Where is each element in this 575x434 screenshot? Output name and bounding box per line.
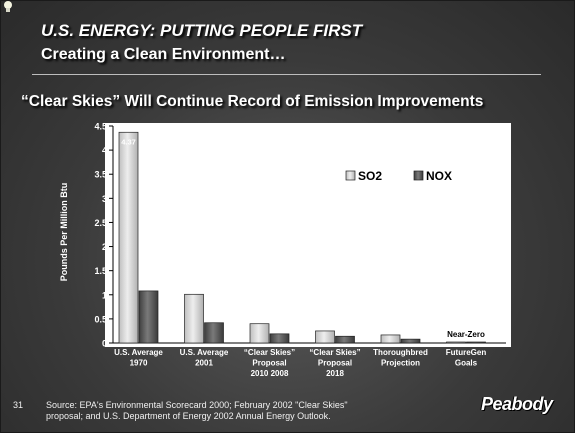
x-tick-label: “Clear Skies” (244, 348, 295, 357)
y-tick-label: 1 (102, 290, 107, 300)
nox-bar (466, 341, 486, 344)
y-tick-label: 4.5 (94, 122, 107, 132)
x-tick-label: “Clear Skies” (309, 348, 360, 357)
y-tick-label: 1.5 (94, 266, 107, 276)
so2-bar (315, 330, 335, 344)
legend-swatch (345, 170, 356, 181)
nox-bar (400, 338, 421, 344)
annotation-label: Near-Zero (447, 330, 485, 339)
nox-bar (269, 333, 290, 344)
data-label: 0.08 (403, 328, 418, 337)
x-tick-label: 1970 (130, 359, 148, 368)
data-label: 0.40 (252, 313, 267, 322)
source-note: Source: EPA's Environmental Scorecard 20… (46, 400, 348, 421)
y-tick-label: 4 (102, 146, 107, 156)
title-divider (32, 74, 541, 75)
data-label: 0.167 (381, 324, 400, 333)
x-tick-label: U.S. Average (180, 348, 229, 357)
data-label: 4.37 (121, 137, 136, 146)
x-tick-label: Projection (381, 359, 420, 368)
y-tick-label: 2.5 (94, 218, 107, 228)
so2-bar (249, 323, 270, 344)
x-tick-label: FutureGen (446, 348, 487, 357)
legend-label: SO2 (358, 169, 382, 183)
legend-swatch (413, 170, 424, 181)
data-label: 0.42 (207, 312, 222, 321)
data-label: 0.25 (318, 320, 333, 329)
data-label: 0.19 (272, 323, 287, 332)
x-tick-label: Proposal (318, 359, 352, 368)
nox-bar (204, 322, 224, 344)
y-tick-label: 0.5 (94, 314, 107, 324)
plot-area (105, 123, 511, 347)
y-tick-label: 3 (102, 194, 107, 204)
legend-label: NOX (426, 169, 452, 183)
x-tick-label: U.S. Average (114, 348, 163, 357)
nox-bar (138, 290, 159, 344)
x-tick-label: 2010 2008 (251, 369, 289, 378)
so2-bar (118, 131, 139, 344)
lightbulb-icon (4, 1, 12, 12)
so2-bar (380, 334, 401, 344)
y-tick-label: 0 (102, 339, 107, 349)
y-tick-label: 3.5 (94, 170, 107, 180)
data-label: 1.08 (141, 280, 156, 289)
so2-bar (184, 293, 204, 344)
x-tick-label: Goals (455, 359, 478, 368)
x-tick-label: Proposal (252, 359, 286, 368)
x-tick-label: 2018 (326, 369, 344, 378)
slide-title: U.S. ENERGY: PUTTING PEOPLE FIRST (41, 21, 363, 40)
chart-heading: “Clear Skies” Will Continue Record of Em… (21, 93, 484, 110)
x-tick-label: Thoroughbred (373, 348, 428, 357)
x-tick-label: 2001 (195, 359, 213, 368)
slide-subtitle: Creating a Clean Environment… (41, 46, 286, 63)
page-number: 31 (13, 400, 24, 410)
nox-bar (335, 335, 355, 344)
data-label: 1.01 (187, 283, 202, 292)
data-label: 0.14 (338, 325, 353, 334)
so2-bar (446, 341, 466, 344)
peabody-logo: Peabody (481, 394, 553, 414)
y-axis-label: Pounds Per Million Btu (59, 183, 69, 282)
y-tick-label: 2 (102, 242, 107, 252)
